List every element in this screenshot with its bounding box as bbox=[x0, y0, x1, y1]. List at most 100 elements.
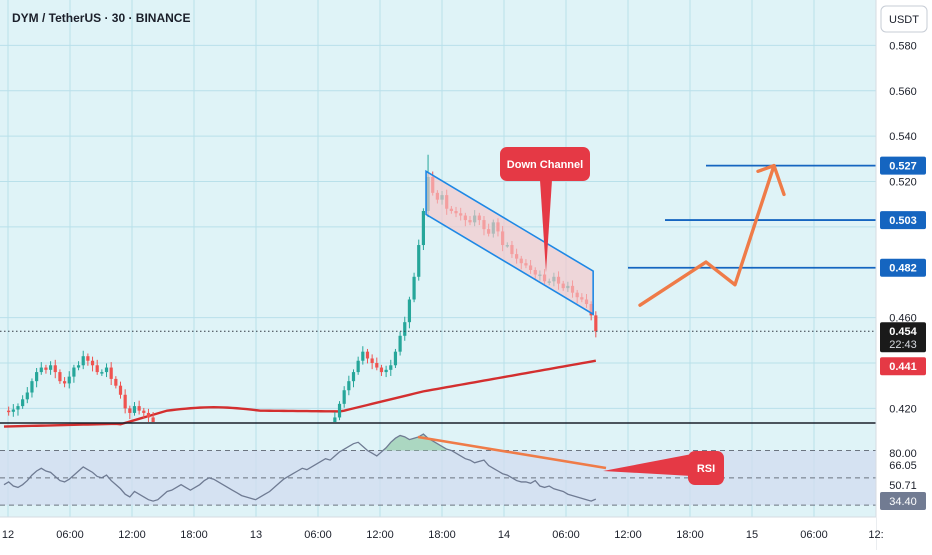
candle-body bbox=[123, 394, 127, 409]
candle bbox=[16, 403, 20, 416]
candle-body bbox=[100, 372, 104, 374]
candle-body bbox=[151, 417, 155, 422]
candle-body bbox=[62, 381, 67, 384]
candle-body bbox=[356, 360, 360, 373]
candle-body bbox=[412, 276, 416, 300]
time-tick-label: 12 bbox=[2, 529, 14, 541]
candle-body bbox=[132, 406, 137, 413]
candle bbox=[39, 362, 43, 375]
currency-label: USDT bbox=[889, 14, 919, 26]
candle-body bbox=[35, 372, 39, 382]
callout-box bbox=[500, 147, 590, 181]
rsi-tick-label: 66.05 bbox=[889, 460, 917, 472]
candle bbox=[379, 364, 384, 376]
candle-body bbox=[76, 365, 81, 368]
candle bbox=[375, 357, 379, 371]
level-price-tag: 0.503 bbox=[880, 211, 926, 230]
candle bbox=[417, 239, 421, 281]
candle-body bbox=[11, 409, 15, 412]
candle bbox=[412, 272, 416, 303]
candle bbox=[398, 331, 402, 356]
price-tick-label: 0.560 bbox=[889, 86, 917, 98]
candle bbox=[337, 401, 342, 421]
current-price-box bbox=[880, 322, 926, 353]
price-tick-label: 0.520 bbox=[889, 177, 917, 189]
candle bbox=[365, 348, 370, 364]
candle-body bbox=[104, 367, 109, 373]
candle-body bbox=[81, 356, 85, 366]
currency-badge[interactable]: USDT bbox=[880, 5, 928, 33]
candle-body bbox=[109, 367, 113, 379]
candle-body bbox=[417, 245, 421, 277]
candle bbox=[44, 364, 48, 374]
projection-arrowhead bbox=[756, 163, 786, 197]
candle bbox=[67, 371, 71, 389]
level-tag-box bbox=[880, 258, 926, 277]
level-tag-box bbox=[880, 156, 926, 175]
rsi-callout-pointer bbox=[603, 454, 692, 476]
candle bbox=[35, 368, 39, 388]
candle bbox=[100, 369, 104, 376]
rsi-tag-box bbox=[880, 492, 926, 510]
ma-tag-label: 0.441 bbox=[889, 361, 917, 373]
candle bbox=[53, 359, 57, 379]
rsi-callout-label: RSI bbox=[697, 463, 715, 475]
time-tick-label: 06:00 bbox=[304, 529, 332, 541]
time-tick-label: 13 bbox=[250, 529, 262, 541]
candle bbox=[30, 378, 34, 398]
level-tag-label: 0.527 bbox=[889, 161, 917, 173]
candle-body bbox=[86, 356, 90, 361]
candle bbox=[137, 400, 141, 415]
candle bbox=[142, 407, 146, 418]
candle bbox=[58, 369, 62, 384]
projection-path bbox=[638, 163, 776, 307]
candle bbox=[95, 359, 99, 375]
candle bbox=[146, 408, 151, 422]
rsi-callout-box bbox=[688, 451, 724, 485]
level-tag-label: 0.503 bbox=[889, 215, 917, 227]
candle bbox=[118, 381, 123, 399]
candle bbox=[114, 376, 118, 389]
rsi-overbought-fill bbox=[376, 434, 447, 451]
price-tick-label: 0.540 bbox=[889, 131, 917, 143]
candle-body bbox=[375, 363, 379, 368]
candle bbox=[393, 348, 398, 369]
candle-body bbox=[389, 365, 393, 370]
candle bbox=[403, 316, 407, 341]
time-tick-label: 18:00 bbox=[180, 529, 208, 541]
candle bbox=[361, 346, 365, 365]
candle bbox=[347, 375, 351, 396]
candle-body bbox=[379, 367, 384, 373]
candle bbox=[370, 354, 374, 370]
price-tick-label: 0.420 bbox=[889, 403, 917, 415]
price-panel: Down Channel bbox=[0, 147, 876, 428]
rsi-tag-label: 34.40 bbox=[889, 496, 917, 508]
level-price-tag: 0.482 bbox=[880, 258, 926, 277]
candle-body bbox=[90, 360, 95, 366]
candle bbox=[351, 369, 356, 388]
rsi-divergence-line bbox=[417, 435, 607, 470]
candle bbox=[21, 395, 25, 409]
candle-body bbox=[39, 367, 43, 373]
time-tick-label: 12:00 bbox=[118, 529, 146, 541]
candle bbox=[7, 406, 11, 416]
candle-body bbox=[67, 376, 71, 384]
rsi-band bbox=[0, 450, 876, 506]
time-tick-label: 06:00 bbox=[800, 529, 828, 541]
rsi-tick-label: 50.71 bbox=[889, 480, 917, 492]
candle bbox=[72, 364, 76, 383]
candle-body bbox=[333, 417, 337, 422]
candle-body bbox=[118, 385, 123, 395]
candle-body bbox=[146, 412, 151, 418]
time-tick-label: 18:00 bbox=[676, 529, 704, 541]
candle-body bbox=[594, 315, 598, 332]
candle-body bbox=[384, 369, 388, 373]
candle bbox=[81, 350, 85, 370]
candle-body bbox=[347, 381, 351, 391]
candle bbox=[342, 386, 346, 408]
candle-body bbox=[30, 381, 34, 393]
rsi-tick-label: 80.00 bbox=[889, 448, 917, 460]
